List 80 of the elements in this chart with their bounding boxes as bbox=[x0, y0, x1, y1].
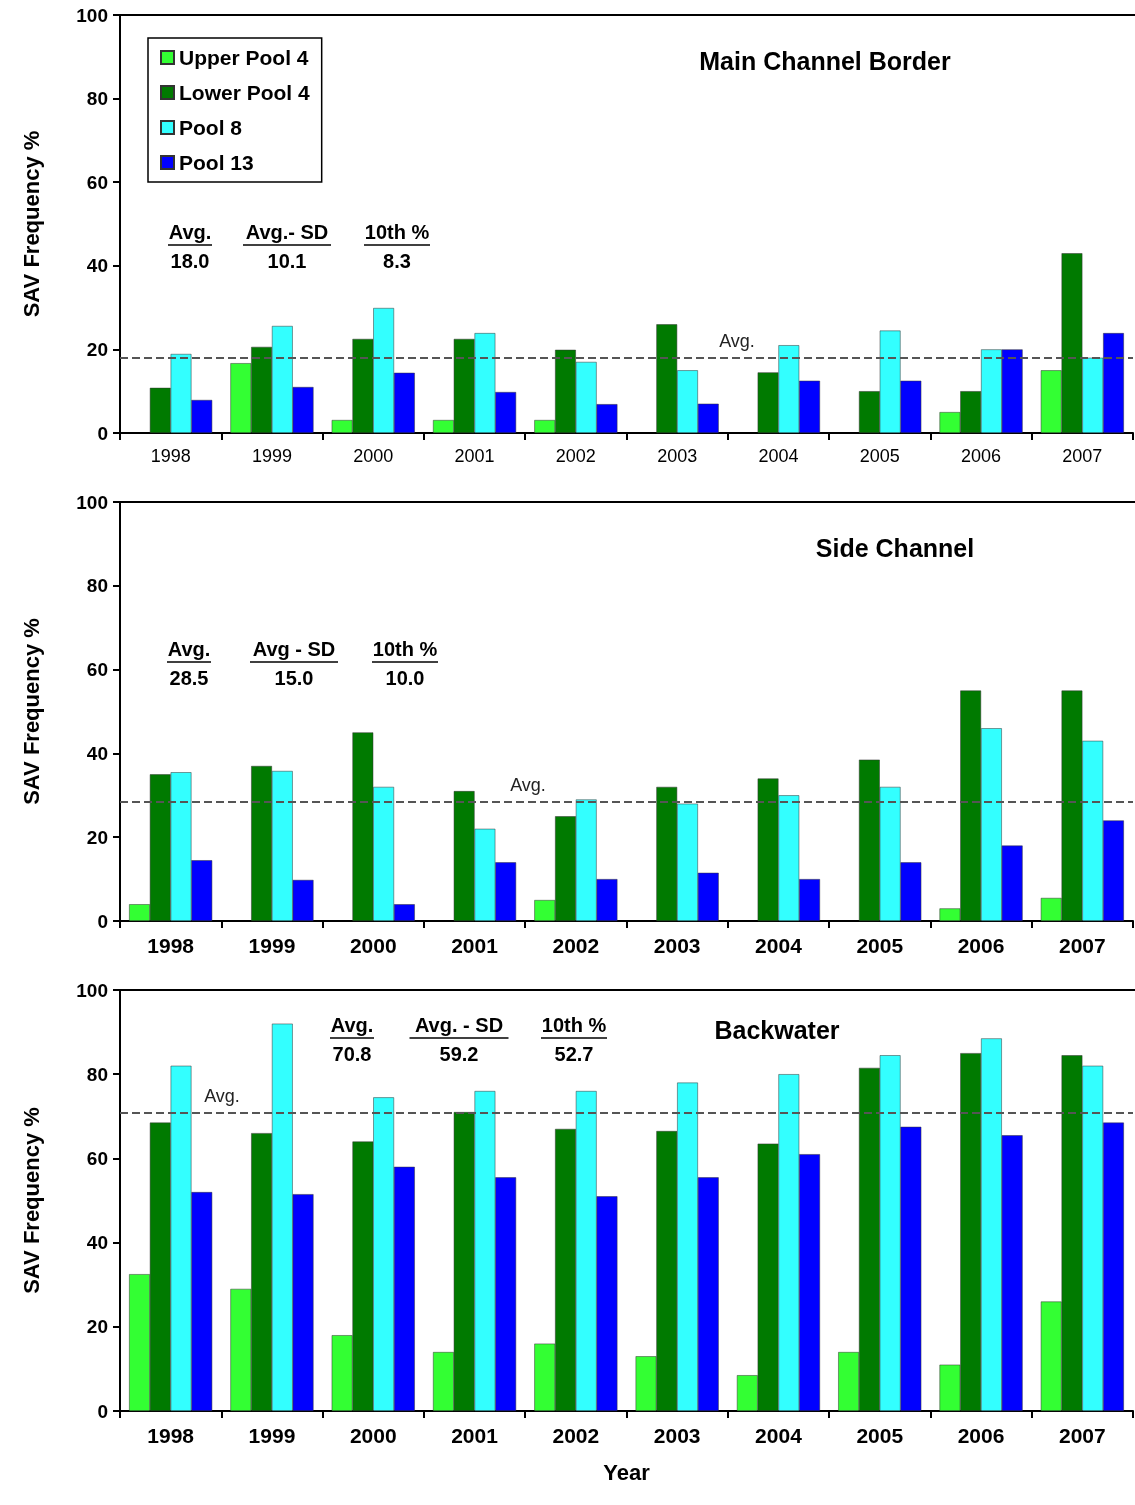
x-tick-label: 2005 bbox=[856, 1424, 904, 1447]
x-tick-label: 2007 bbox=[1058, 1424, 1106, 1447]
annotation: Avg. bbox=[168, 221, 212, 243]
x-tick-label: 2002 bbox=[552, 934, 600, 957]
y-tick-label: 80 bbox=[86, 88, 108, 110]
y-tick-label: 20 bbox=[86, 338, 108, 360]
y-tick-label: 20 bbox=[86, 826, 108, 848]
y-tick-label: 60 bbox=[86, 1147, 108, 1169]
annotation: 10th % bbox=[541, 1014, 607, 1036]
annotation: Avg - SD bbox=[252, 638, 336, 660]
x-tick-label: 1998 bbox=[147, 934, 195, 957]
legend-label: Pool 13 bbox=[179, 151, 254, 174]
y-tick-label: 100 bbox=[76, 979, 108, 1001]
ref-line-label: Avg. bbox=[510, 774, 546, 795]
annotation: 8.3 bbox=[383, 250, 411, 272]
y-tick-label: 100 bbox=[76, 4, 108, 26]
ref-line-label: Avg. bbox=[204, 1085, 240, 1106]
y-tick-label: 0 bbox=[97, 910, 108, 932]
legend-label: Pool 8 bbox=[179, 116, 243, 139]
annotation: Avg. bbox=[167, 638, 211, 660]
x-tick-label: 2004 bbox=[758, 446, 799, 466]
annotation: Avg. - SD bbox=[414, 1014, 504, 1036]
text: Side Channel bbox=[815, 533, 975, 562]
x-tick-label: 2006 bbox=[957, 934, 1005, 957]
annotation: 52.7 bbox=[554, 1043, 594, 1065]
y-tick-label: 60 bbox=[86, 659, 108, 681]
x-tick-label: 2001 bbox=[454, 446, 495, 466]
x-tick-label: 2000 bbox=[349, 934, 397, 957]
annotation: Avg. bbox=[330, 1014, 374, 1036]
y-axis-title: SAV Frequency % bbox=[18, 1107, 44, 1294]
x-axis-title: Year bbox=[603, 1459, 651, 1485]
x-tick-label: 2007 bbox=[1062, 446, 1103, 466]
annotation: Avg.- SD bbox=[245, 221, 329, 243]
y-tick-label: 80 bbox=[86, 575, 108, 597]
x-tick-label: 1998 bbox=[147, 1424, 195, 1447]
annotation: 10th % bbox=[372, 638, 438, 660]
y-tick-label: 80 bbox=[86, 1063, 108, 1085]
x-tick-label: 2002 bbox=[552, 1424, 600, 1447]
annotation: 15.0 bbox=[274, 667, 314, 689]
annotation: 18.0 bbox=[170, 250, 210, 272]
legend-label: Lower Pool 4 bbox=[179, 81, 311, 104]
x-tick-label: 2003 bbox=[653, 1424, 701, 1447]
y-tick-label: 100 bbox=[76, 491, 108, 513]
text: Backwater bbox=[714, 1015, 840, 1044]
y-tick-label: 40 bbox=[86, 1232, 108, 1254]
x-tick-label: 2003 bbox=[657, 446, 698, 466]
annotation: 28.5 bbox=[169, 667, 209, 689]
y-axis-title: SAV Frequency % bbox=[18, 618, 44, 805]
x-tick-label: 2000 bbox=[349, 1424, 397, 1447]
x-tick-label: 2004 bbox=[755, 1424, 803, 1447]
x-tick-label: 2001 bbox=[451, 934, 499, 957]
ref-line-label: Avg. bbox=[719, 330, 755, 351]
y-axis-title: SAV Frequency % bbox=[18, 130, 44, 318]
x-tick-label: 2006 bbox=[961, 446, 1002, 466]
text: Main Channel Border bbox=[699, 46, 951, 75]
y-tick-label: 40 bbox=[86, 742, 108, 764]
y-tick-label: 0 bbox=[97, 422, 108, 444]
y-tick-label: 60 bbox=[86, 171, 108, 193]
x-tick-label: 1999 bbox=[248, 1424, 296, 1447]
x-tick-label: 1998 bbox=[150, 446, 191, 466]
x-tick-label: 1999 bbox=[251, 446, 292, 466]
legend-label: Upper Pool 4 bbox=[179, 46, 309, 69]
x-tick-label: 2000 bbox=[353, 446, 394, 466]
x-tick-label: 2003 bbox=[653, 934, 701, 957]
x-tick-label: 2004 bbox=[755, 934, 803, 957]
annotation: 10.0 bbox=[385, 667, 425, 689]
annotation: 59.2 bbox=[439, 1043, 479, 1065]
x-tick-label: 2006 bbox=[957, 1424, 1005, 1447]
x-tick-label: 1999 bbox=[248, 934, 296, 957]
y-tick-label: 0 bbox=[97, 1400, 108, 1422]
x-tick-label: 2001 bbox=[451, 1424, 499, 1447]
annotation: 10.1 bbox=[267, 250, 307, 272]
y-tick-label: 20 bbox=[86, 1316, 108, 1338]
annotation: 70.8 bbox=[332, 1043, 372, 1065]
y-tick-label: 40 bbox=[86, 255, 108, 277]
annotation: 10th % bbox=[364, 221, 430, 243]
x-tick-label: 2005 bbox=[859, 446, 900, 466]
x-tick-label: 2002 bbox=[555, 446, 596, 466]
x-tick-label: 2007 bbox=[1058, 934, 1106, 957]
x-tick-label: 2005 bbox=[856, 934, 904, 957]
